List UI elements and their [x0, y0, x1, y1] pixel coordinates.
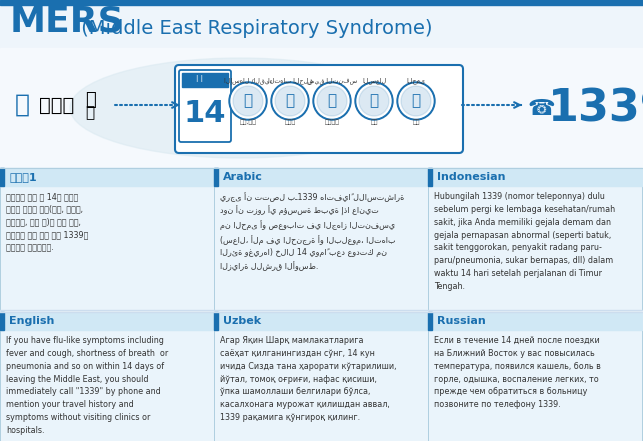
Circle shape: [355, 82, 393, 120]
Text: 14: 14: [184, 100, 226, 128]
Bar: [428, 168, 432, 186]
Text: 발열: 발열: [412, 119, 420, 125]
Text: Indonesian: Indonesian: [437, 172, 505, 182]
Circle shape: [275, 86, 305, 116]
Text: 1339: 1339: [548, 87, 643, 131]
Text: Если в течение 14 дней после поездки
на Ближний Восток у вас повысилась
температ: Если в течение 14 дней после поездки на …: [434, 336, 601, 409]
Text: Arabic: Arabic: [223, 172, 263, 182]
Bar: [428, 168, 642, 310]
Bar: [0, 312, 214, 441]
Text: 🧑: 🧑: [370, 93, 379, 108]
Text: | |: | |: [197, 75, 203, 82]
Bar: [0, 312, 214, 441]
Bar: [214, 312, 428, 441]
Bar: [428, 168, 642, 186]
Bar: [0, 168, 4, 186]
Bar: [428, 312, 642, 441]
Text: English: English: [9, 316, 55, 326]
Text: 🧑: 🧑: [327, 93, 336, 108]
Text: 호흡곤란: 호흡곤란: [325, 119, 340, 125]
Text: الإسهال /القيء: الإسهال /القيء: [224, 78, 273, 84]
Text: يرجى أن تتصل بـ1339 هاتفياً للاستشارة
دون أن تزور أي مؤسسة طبية إذا عانيت
من الح: يرجى أن تتصل بـ1339 هاتفياً للاستشارة دو…: [220, 192, 404, 271]
Text: 구토,설사: 구토,설사: [239, 119, 257, 125]
Bar: [214, 312, 428, 441]
Text: 🧑: 🧑: [412, 93, 421, 108]
Bar: [0, 0, 643, 48]
Bar: [214, 312, 218, 330]
Bar: [0, 312, 214, 330]
Text: (Middle East Respiratory Syndrome): (Middle East Respiratory Syndrome): [75, 19, 433, 38]
Bar: [0, 168, 214, 310]
Bar: [0, 168, 214, 186]
Text: 기침: 기침: [370, 119, 377, 125]
Bar: [214, 168, 428, 186]
Bar: [214, 168, 428, 310]
Text: التهاب الحلق: التهاب الحلق: [267, 78, 312, 84]
Bar: [428, 312, 642, 441]
Text: Агар Яқин Шарқ мамлакатларига
саёҳат қилганингиздан сўнг, 14 кун
ичида Сизда тан: Агар Яқин Шарқ мамлакатларига саёҳат қил…: [220, 336, 397, 422]
Ellipse shape: [70, 58, 410, 158]
Text: 중동지역 여행 후 14일 이내에
발열과 호흡기 증상(기침, 인후통,
호흡곤란, 폐렴 등)이 있을 경우,
의료기관 가지 말고 먼저 1339로
전화: 중동지역 여행 후 14일 이내에 발열과 호흡기 증상(기침, 인후통, 호흡…: [6, 192, 88, 252]
Bar: [428, 312, 642, 330]
Text: 한국어1: 한국어1: [9, 172, 37, 182]
Bar: [0, 0, 643, 5]
Bar: [0, 168, 214, 310]
Text: ضيق التنفس: ضيق التنفس: [307, 78, 357, 84]
Text: MERS: MERS: [10, 4, 125, 38]
Circle shape: [273, 84, 307, 118]
Circle shape: [401, 86, 431, 116]
Circle shape: [229, 82, 267, 120]
Circle shape: [271, 82, 309, 120]
Bar: [0, 312, 4, 330]
FancyBboxPatch shape: [175, 65, 463, 153]
Text: 🐪: 🐪: [15, 93, 30, 117]
Circle shape: [359, 86, 389, 116]
Bar: [428, 168, 642, 310]
Circle shape: [315, 84, 349, 118]
Text: Russian: Russian: [437, 316, 485, 326]
Text: 🧑: 🧑: [285, 93, 294, 108]
Bar: [214, 168, 428, 310]
Text: الحمى: الحمى: [406, 78, 426, 84]
Circle shape: [397, 82, 435, 120]
Circle shape: [357, 84, 391, 118]
Text: ☎: ☎: [527, 99, 555, 119]
FancyBboxPatch shape: [179, 70, 231, 142]
Text: 🧑‍🤝‍🧑: 🧑‍🤝‍🧑: [39, 96, 75, 115]
Bar: [428, 312, 432, 330]
Circle shape: [233, 86, 263, 116]
Bar: [214, 312, 428, 330]
Bar: [182, 73, 228, 87]
Text: 🧑: 🧑: [244, 93, 253, 108]
Bar: [214, 168, 218, 186]
Circle shape: [313, 82, 351, 120]
Circle shape: [399, 84, 433, 118]
Text: Hubungilah 1339 (nomor teleponnya) dulu
sebelum pergi ke lembaga kesehatan/rumah: Hubungilah 1339 (nomor teleponnya) dulu …: [434, 192, 615, 291]
Text: 👥: 👥: [86, 105, 95, 120]
Text: If you have flu-like symptoms including
fever and cough, shortness of breath  or: If you have flu-like symptoms including …: [6, 336, 168, 435]
Text: 인후통: 인후통: [284, 119, 296, 125]
Text: السعال: السعال: [362, 78, 386, 84]
Text: 🏠: 🏠: [85, 91, 95, 109]
Circle shape: [231, 84, 265, 118]
Circle shape: [317, 86, 347, 116]
Bar: [0, 48, 643, 168]
Text: Uzbek: Uzbek: [223, 316, 261, 326]
